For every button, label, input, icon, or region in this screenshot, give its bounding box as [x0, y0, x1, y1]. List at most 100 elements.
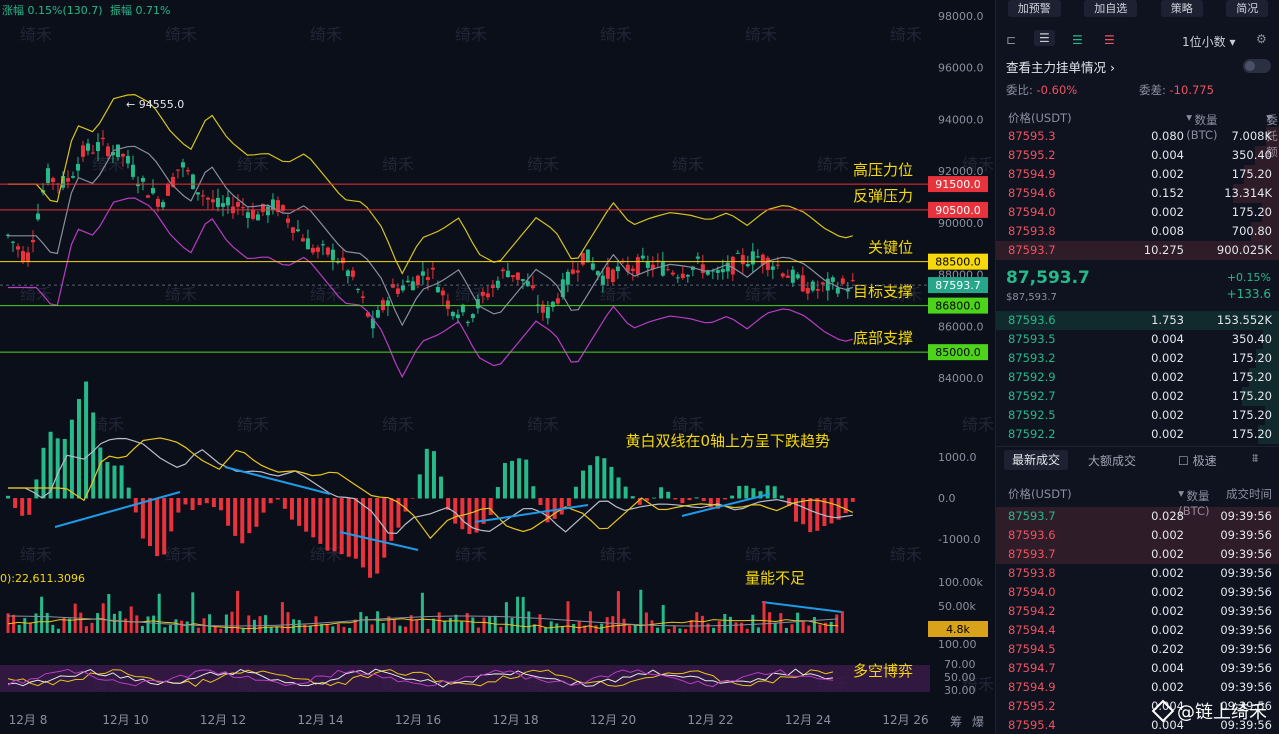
add-alert-button[interactable]: 加预警 [1007, 0, 1061, 17]
orderbook-link[interactable]: 查看主力挂单情况 › [1006, 57, 1115, 76]
depth-bar [996, 526, 1279, 545]
trade-row[interactable]: 87594.5 0.202 09:39:56 [996, 640, 1279, 659]
watermark-text: 绮禾 [962, 675, 994, 694]
volume-bar [516, 596, 520, 633]
trade-row[interactable]: 87593.8 0.002 09:39:56 [996, 564, 1279, 583]
candle-body [215, 197, 220, 208]
bid-row[interactable]: 87593.5 0.004 350.40 [996, 330, 1279, 349]
bid-row[interactable]: 87592.2 0.002 175.20 [996, 425, 1279, 444]
candle-body [850, 280, 855, 282]
volume-bar [443, 620, 447, 633]
trade-row[interactable]: 87593.7 0.028 09:39:56 [996, 507, 1279, 526]
trade-row[interactable]: 87594.4 0.002 09:39:56 [996, 621, 1279, 640]
depth-asks-icon[interactable]: ☰ [1104, 33, 1115, 47]
ask-row[interactable]: 87593.8 0.008 700.80 [996, 222, 1279, 241]
orderbook-toggle[interactable] [1243, 59, 1271, 73]
volume-bar [269, 627, 273, 633]
bid-row-qty: 0.002 [1151, 427, 1184, 441]
macd-histogram-bar [126, 487, 131, 499]
candle-body [10, 241, 15, 243]
depth-precision-select[interactable]: 1位小数 ▾ [1182, 35, 1236, 49]
watermark-text: 绮禾 [890, 285, 922, 304]
bid-row[interactable]: 87592.7 0.002 175.20 [996, 387, 1279, 406]
watermark-text: 绮禾 [20, 545, 52, 564]
volume-bar [359, 612, 363, 633]
level-label: 反弹压力 [853, 187, 913, 205]
trade-row-amount: 09:39:56 [1220, 661, 1272, 675]
price-axis-tick: 94000.0 [938, 113, 984, 126]
gear-icon[interactable]: ⚙ [1256, 32, 1267, 46]
volume-bar [118, 611, 122, 633]
macd-histogram-bar [176, 498, 181, 513]
macd-histogram-bar [822, 498, 827, 527]
candle-body [65, 178, 70, 182]
ask-row[interactable]: 87594.9 0.002 175.20 [996, 165, 1279, 184]
oscillator-axis-tick: 50.00 [944, 671, 976, 684]
watermark-text: 绮禾 [745, 545, 777, 564]
bid-row[interactable]: 87592.9 0.002 175.20 [996, 368, 1279, 387]
ratio-value: -0.60% [1036, 83, 1078, 97]
overview-button[interactable]: 简况 [1226, 0, 1269, 17]
volume-bar [51, 624, 55, 633]
watermark-text: 绮禾 [890, 545, 922, 564]
trade-header-qty[interactable]: 数量(BTC) ▾ [1178, 486, 1210, 518]
ask-row-price: 87595.2 [1008, 148, 1056, 162]
volume-bar [784, 627, 788, 633]
macd-histogram-bar [517, 458, 522, 499]
watermark-text: 绮禾 [237, 155, 269, 174]
watermark-text: 绮禾 [600, 285, 632, 304]
ask-row[interactable]: 87593.7 10.275 900.025K [996, 241, 1279, 260]
candle-body [410, 281, 415, 291]
volume-bar [185, 621, 189, 633]
add-watchlist-button[interactable]: 加自选 [1084, 0, 1138, 17]
candle-body [515, 272, 520, 280]
depth-precision-value: 1位小数 [1182, 35, 1226, 49]
depth-bids-icon[interactable]: ☰ [1072, 33, 1083, 47]
fast-mode-checkbox[interactable]: ☐ 极速 [1178, 452, 1217, 469]
trade-row[interactable]: 87595.2 0.004 09:39:56 [996, 697, 1279, 716]
ask-row[interactable]: 87595.3 0.080 7.008K [996, 127, 1279, 146]
ask-row[interactable]: 87595.2 0.004 350.40 [996, 146, 1279, 165]
header-qty[interactable]: 数量 (BTC) ▾ [1186, 110, 1218, 142]
depth-bar [1266, 127, 1279, 146]
macd-histogram-bar [488, 498, 493, 516]
trade-header-price: 价格(USDT) [1008, 487, 1072, 501]
volume-bar [656, 627, 660, 633]
depth-list-icon[interactable]: ☰ [1034, 30, 1055, 46]
candle-body [485, 293, 490, 298]
tab-latest-trades[interactable]: 最新成交 [1004, 450, 1069, 470]
ask-row-amount: 175.20 [1231, 205, 1272, 219]
bid-row[interactable]: 87592.5 0.002 175.20 [996, 406, 1279, 425]
ask-row[interactable]: 87594.6 0.152 13.314K [996, 184, 1279, 203]
high-marker: ← 94555.0 [126, 98, 184, 111]
trade-row[interactable]: 87594.9 0.002 09:39:56 [996, 678, 1279, 697]
candle-body [390, 284, 395, 288]
tab-large-trades[interactable]: 大额成交 [1088, 454, 1137, 468]
trade-row-qty: 0.004 [1151, 718, 1184, 732]
bid-row[interactable]: 87593.2 0.002 175.20 [996, 349, 1279, 368]
candle-body [585, 249, 590, 263]
trade-row-price: 87594.9 [1008, 680, 1056, 694]
ask-row-price: 87594.0 [1008, 205, 1056, 219]
trade-row[interactable]: 87595.4 0.004 09:39:56 [996, 716, 1279, 734]
macd-histogram-bar [453, 498, 458, 524]
trade-row[interactable]: 87593.6 0.002 09:39:56 [996, 526, 1279, 545]
candle-body [695, 256, 700, 259]
bid-row-qty: 0.002 [1151, 370, 1184, 384]
trade-row[interactable]: 87594.0 0.002 09:39:56 [996, 583, 1279, 602]
depth-both-icon[interactable]: ⊏ [1006, 33, 1017, 47]
candle-body [825, 278, 830, 291]
trade-row[interactable]: 87594.2 0.002 09:39:56 [996, 602, 1279, 621]
candle-body [250, 209, 255, 219]
strategy-button[interactable]: 策略 [1160, 0, 1203, 17]
trade-row[interactable]: 87594.7 0.004 09:39:56 [996, 659, 1279, 678]
macd-histogram-bar [460, 498, 465, 530]
filter-icon[interactable]: ⩩ [1252, 451, 1259, 465]
trade-row[interactable]: 87593.7 0.002 09:39:56 [996, 545, 1279, 564]
candle-body [780, 273, 785, 277]
header-amount[interactable]: 委托额 ▾ [1266, 110, 1278, 159]
ask-row[interactable]: 87594.0 0.002 175.20 [996, 203, 1279, 222]
bid-row[interactable]: 87593.6 1.753 153.552K [996, 311, 1279, 330]
chart-area[interactable]: 绮禾 绮禾 绮禾 绮禾 绮禾 绮禾 绮禾 绮禾 绮禾 绮禾 绮禾 绮禾 绮禾 绮禾 绮禾 绮禾 绮禾 绮禾 绮禾 绮禾… [0, 0, 995, 734]
